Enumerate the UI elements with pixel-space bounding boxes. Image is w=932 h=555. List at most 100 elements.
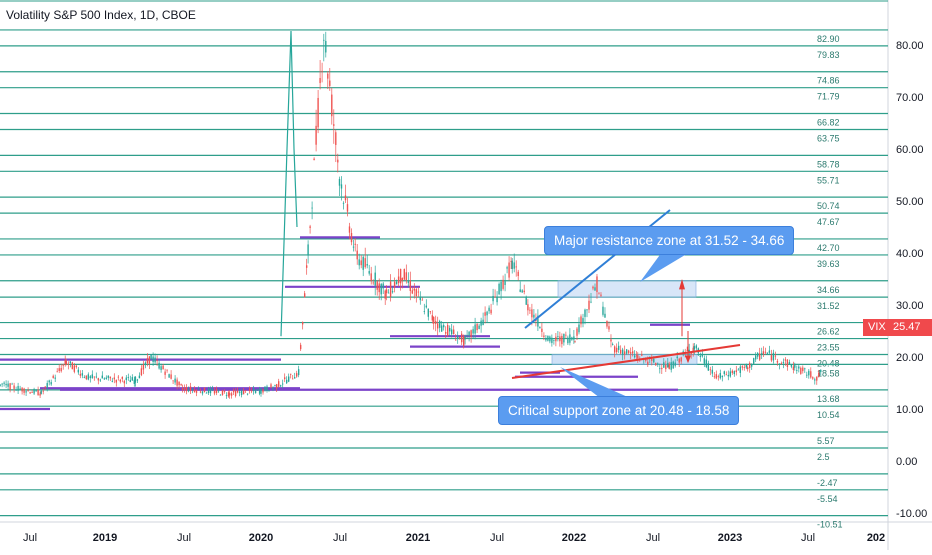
candle-body — [459, 337, 461, 338]
candle-body — [753, 358, 755, 364]
candle-body — [678, 358, 680, 363]
candle-body — [97, 378, 99, 381]
candle-body — [701, 353, 704, 357]
candle-body — [709, 369, 712, 371]
candle-body — [19, 388, 21, 390]
candle-body — [193, 389, 196, 392]
level-label: -5.54 — [817, 494, 838, 504]
support-trend-line — [511, 344, 741, 379]
candle-body — [667, 362, 669, 368]
candle-body — [282, 383, 284, 385]
candle-body — [569, 334, 571, 343]
candle-body — [17, 386, 19, 391]
candle-body — [533, 314, 535, 318]
candle-body — [397, 276, 400, 284]
candle-body — [553, 340, 555, 341]
candle-body — [180, 384, 182, 386]
candle-body — [250, 390, 253, 392]
candle-body — [703, 358, 706, 364]
candle-body — [376, 281, 378, 290]
candle-body — [608, 326, 610, 330]
last-price-tag: VIX 25.47 — [863, 319, 932, 336]
candle-body — [207, 388, 210, 394]
candle-body — [134, 377, 137, 383]
candle-body — [131, 377, 133, 381]
candle-body — [598, 293, 600, 295]
candle-body — [790, 364, 793, 367]
candle-body — [551, 337, 553, 343]
candle-body — [178, 381, 180, 386]
candle-body — [751, 363, 753, 367]
candle-body — [240, 390, 243, 396]
candle-body — [364, 258, 366, 268]
candle-body — [511, 260, 513, 269]
y-tick-label: 50.00 — [896, 196, 924, 208]
candle-body — [510, 261, 512, 263]
candle-body — [661, 367, 663, 370]
candle-body — [252, 388, 255, 392]
candle-body — [40, 390, 42, 394]
candle-body — [723, 371, 725, 375]
candle-body — [56, 371, 58, 373]
candle-body — [506, 267, 508, 269]
candle-body — [385, 289, 388, 294]
candle-body — [729, 371, 731, 377]
candle-body — [600, 294, 602, 296]
candle-body — [419, 296, 421, 301]
resistance-callout[interactable]: Major resistance zone at 31.52 - 34.66 — [544, 226, 795, 255]
candle-body — [105, 377, 107, 379]
candle-body — [360, 260, 362, 266]
candle-body — [727, 374, 729, 377]
candle-body — [768, 350, 771, 353]
candle-body — [743, 367, 745, 368]
y-tick-label: 40.00 — [896, 248, 924, 260]
x-tick-label: Jul — [23, 532, 37, 544]
candle-body — [185, 387, 188, 392]
candle-body — [573, 336, 575, 340]
candle-body — [670, 362, 672, 370]
candle-body — [602, 306, 604, 315]
support-callout[interactable]: Critical support zone at 20.48 - 18.58 — [498, 396, 740, 425]
candle-body — [563, 333, 565, 343]
x-tick-label: 2019 — [93, 532, 117, 544]
candle-body — [399, 268, 402, 284]
candle-body — [786, 359, 789, 367]
level-label: 55.71 — [817, 175, 840, 185]
candle-body — [395, 281, 398, 285]
candle-body — [65, 361, 68, 365]
candle-body — [580, 316, 582, 325]
x-tick-label: Jul — [333, 532, 347, 544]
level-label: 20.48 — [817, 359, 840, 369]
candle-body — [494, 296, 496, 298]
candle-body — [525, 297, 527, 305]
candle-body — [305, 265, 308, 268]
candle-body — [297, 369, 300, 376]
candle-body — [665, 364, 667, 370]
candle-body — [651, 358, 653, 361]
candle-body — [762, 351, 765, 355]
level-label: 26.62 — [817, 327, 840, 337]
candle-body — [417, 291, 419, 293]
candle-body — [615, 347, 618, 353]
candle-body — [657, 363, 659, 365]
candle-body — [590, 301, 592, 303]
candle-body — [816, 376, 818, 381]
candle-body — [802, 367, 804, 372]
candle-body — [284, 377, 286, 380]
candle-body — [784, 359, 787, 361]
candle-body — [313, 158, 315, 161]
candle-body — [258, 390, 261, 394]
candle-body — [411, 290, 413, 294]
candle-body — [154, 357, 156, 363]
level-label: 18.58 — [817, 368, 840, 378]
candle-body — [425, 305, 427, 308]
candle-body — [387, 292, 390, 294]
candle-body — [692, 347, 694, 352]
candle-body — [782, 362, 785, 363]
candle-body — [707, 363, 710, 371]
candle-body — [168, 374, 170, 378]
x-tick-label: 2023 — [718, 532, 742, 544]
candle-body — [217, 390, 220, 392]
